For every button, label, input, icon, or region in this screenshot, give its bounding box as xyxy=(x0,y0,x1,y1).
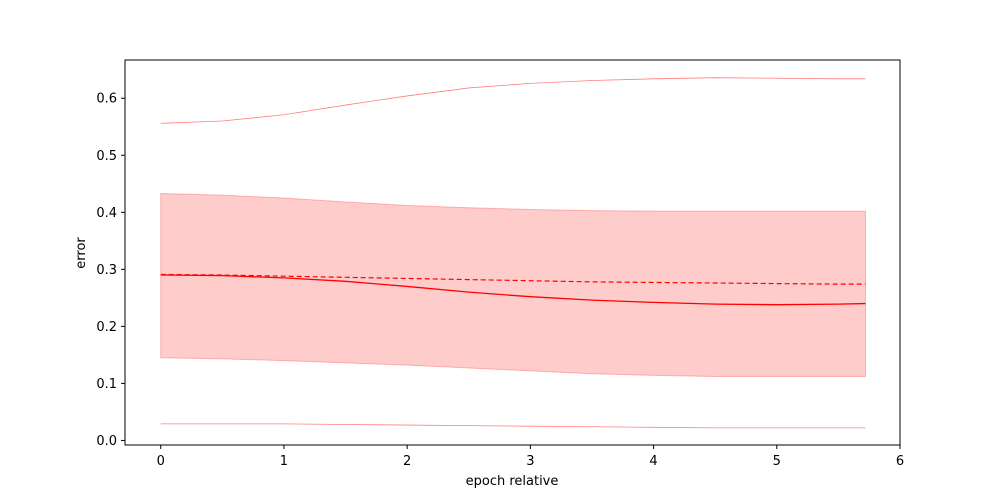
axes-layer: 0 1 2 3 4 5 6 0.0 0.1 0.2 0.3 0.4 0.5 0.6 xyxy=(96,92,904,469)
x-tick-label: 5 xyxy=(773,454,781,469)
plot-frame xyxy=(124,59,901,446)
mean-line xyxy=(160,273,866,285)
y-axis-title: error xyxy=(74,237,89,269)
y-tick-label: 0.0 xyxy=(96,434,117,449)
x-tick-label: 2 xyxy=(403,454,411,469)
band-area xyxy=(160,192,866,378)
max-line xyxy=(160,77,866,124)
min-line xyxy=(160,423,866,429)
x-tick-label: 4 xyxy=(649,454,657,469)
x-tick-label: 0 xyxy=(157,454,165,469)
x-tick-label: 3 xyxy=(526,454,534,469)
y-tick-label: 0.1 xyxy=(96,377,117,392)
y-tick-label: 0.5 xyxy=(96,149,117,164)
x-tick-label: 6 xyxy=(896,454,904,469)
y-tick-label: 0.4 xyxy=(96,206,117,221)
plot-layer xyxy=(160,77,866,429)
x-tick-label: 1 xyxy=(280,454,288,469)
x-axis-title: epoch relative xyxy=(466,474,559,489)
median-line xyxy=(160,274,866,306)
y-tick-label: 0.2 xyxy=(96,320,117,335)
y-tick-label: 0.3 xyxy=(96,263,117,278)
y-tick-label: 0.6 xyxy=(96,92,117,107)
